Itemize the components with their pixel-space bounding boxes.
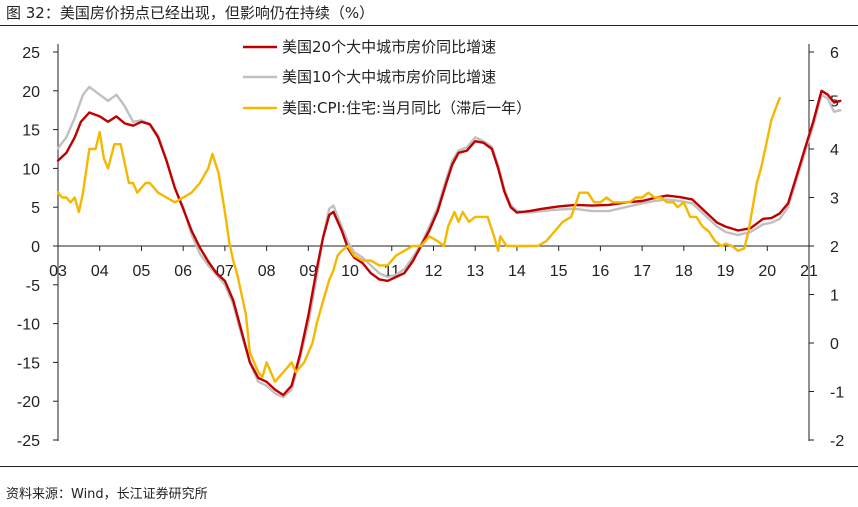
legend-label-20-city: 美国20个大中城市房价同比增速 — [282, 38, 496, 56]
series-group — [56, 85, 842, 399]
x-axis-tick-label: 20 — [758, 263, 776, 280]
figure-title: 图 32：美国房价拐点已经出现，但影响仍在持续（%） — [6, 4, 375, 22]
x-axis-tick-label: 03 — [49, 263, 67, 280]
series-line-10-city — [56, 85, 842, 399]
source-divider — [0, 466, 858, 467]
right-axis-tick-label: 6 — [830, 45, 839, 62]
x-axis-tick-label: 08 — [258, 263, 276, 280]
left-axis-tick-label: -5 — [26, 278, 40, 295]
x-axis-tick-label: 10 — [341, 263, 359, 280]
title-divider — [0, 25, 858, 26]
x-axis-tick-label: 12 — [425, 263, 443, 280]
left-axis-tick-label: 0 — [31, 239, 40, 256]
x-axis-tick-label: 21 — [800, 263, 818, 280]
left-axis-tick-label: 25 — [22, 45, 40, 62]
right-axis-tick-label: 1 — [830, 288, 839, 305]
left-axis-tick-label: 10 — [22, 161, 40, 178]
x-axis-tick-label: 09 — [299, 263, 317, 280]
right-axis-tick-label: 2 — [830, 239, 839, 256]
left-axis-tick-label: -20 — [17, 394, 40, 411]
left-axis-tick-label: 15 — [22, 123, 40, 140]
series-line-cpi — [56, 96, 781, 383]
x-axis-tick-label: 17 — [633, 263, 651, 280]
x-axis-tick-label: 05 — [133, 263, 151, 280]
left-axis-tick-label: -15 — [17, 355, 40, 372]
figure-source: 资料来源：Wind，长江证券研究所 — [6, 487, 208, 502]
x-axis-tick-label: 06 — [174, 263, 192, 280]
left-axis-tick-label: 20 — [22, 84, 40, 101]
x-axis-tick-label: 18 — [675, 263, 693, 280]
x-axis-tick-label: 16 — [591, 263, 609, 280]
right-axis-tick-label: 4 — [830, 142, 839, 159]
right-axis-tick-label: -2 — [830, 433, 844, 450]
left-axis-tick-label: -25 — [17, 433, 40, 450]
right-axis-tick-label: 0 — [830, 336, 839, 353]
x-axis-tick-label: 14 — [508, 263, 526, 280]
legend-label-cpi: 美国:CPI:住宅:当月同比（滞后一年） — [282, 99, 531, 117]
x-axis-tick-label: 19 — [717, 263, 735, 280]
right-axis-tick-label: 3 — [830, 191, 839, 208]
legend: 美国20个大中城市房价同比增速 美国10个大中城市房价同比增速 美国:CPI:住… — [243, 38, 531, 117]
left-axis-tick-label: -10 — [17, 317, 40, 334]
series-line-20-city — [56, 89, 842, 397]
x-axis-tick-label: 15 — [550, 263, 568, 280]
right-axis-tick-label: -1 — [830, 385, 844, 402]
x-axis-tick-label: 04 — [91, 263, 109, 280]
x-axis-tick-label: 13 — [466, 263, 484, 280]
legend-label-10-city: 美国10个大中城市房价同比增速 — [282, 68, 496, 86]
left-axis-tick-label: 5 — [31, 200, 40, 217]
